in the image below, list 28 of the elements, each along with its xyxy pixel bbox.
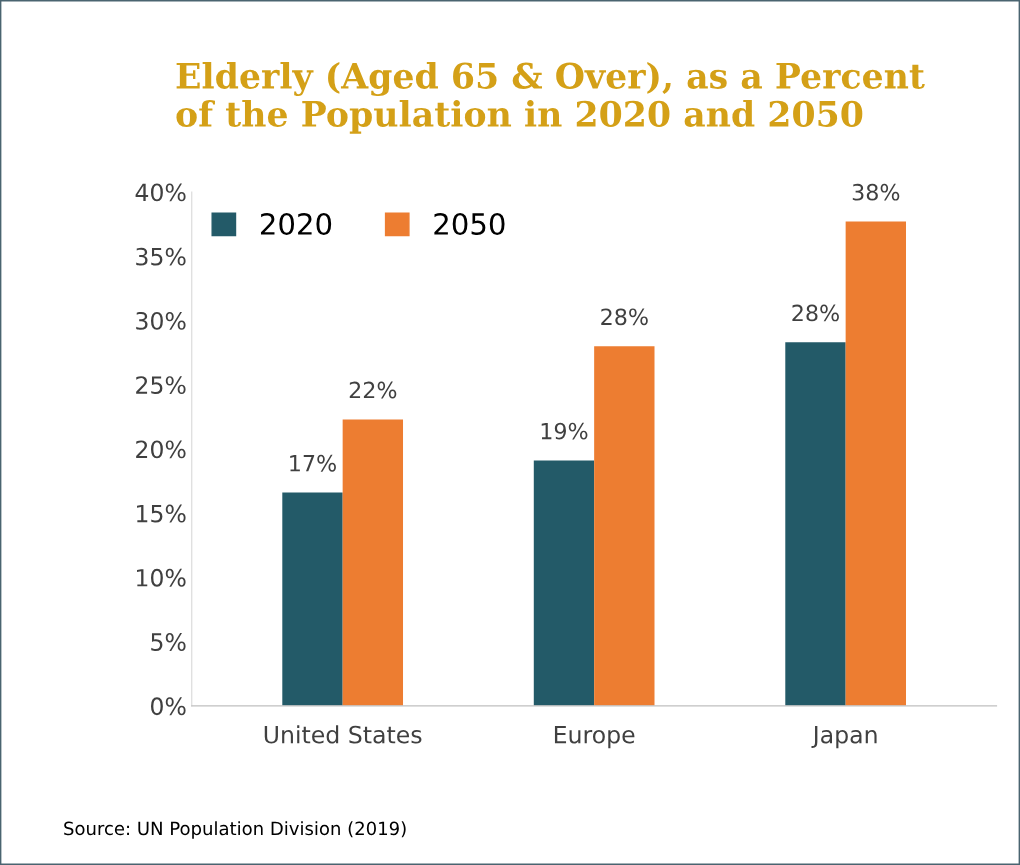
y-tick-label: 35% bbox=[136, 247, 186, 266]
bar bbox=[282, 492, 343, 706]
legend-label: 2050 bbox=[434, 212, 505, 236]
data-label: 17% bbox=[290, 454, 336, 472]
bar bbox=[785, 342, 846, 706]
y-tick-label: 15% bbox=[137, 504, 186, 523]
data-label: 22% bbox=[349, 381, 397, 399]
source-note: Source: UN Population Division (2019) bbox=[64, 821, 406, 839]
data-label: 38% bbox=[852, 183, 900, 201]
y-tick-label: 0% bbox=[151, 697, 186, 716]
chart-title: Elderly (Aged 65 & Over), as a Percent of the Population in 2020 and 2050 bbox=[176, 62, 925, 134]
y-tick-label: 20% bbox=[136, 440, 186, 459]
bar bbox=[342, 419, 404, 706]
x-tick-label: Europe bbox=[554, 726, 635, 749]
y-tick-label: 5% bbox=[151, 633, 186, 651]
y-tick-label: 40% bbox=[135, 183, 186, 202]
y-tick-label: 30% bbox=[136, 311, 186, 330]
x-tick-label: United States bbox=[264, 725, 422, 744]
bar bbox=[845, 221, 906, 706]
y-tick-label: 25% bbox=[136, 376, 186, 395]
x-tick-label: Japan bbox=[811, 726, 877, 749]
y-tick-label: 10% bbox=[137, 568, 186, 587]
bar bbox=[533, 460, 595, 706]
bar bbox=[594, 346, 655, 706]
data-label: 28% bbox=[792, 304, 839, 322]
data-label: 19% bbox=[541, 422, 588, 440]
legend-label: 2020 bbox=[260, 212, 332, 236]
data-label: 28% bbox=[601, 308, 648, 326]
